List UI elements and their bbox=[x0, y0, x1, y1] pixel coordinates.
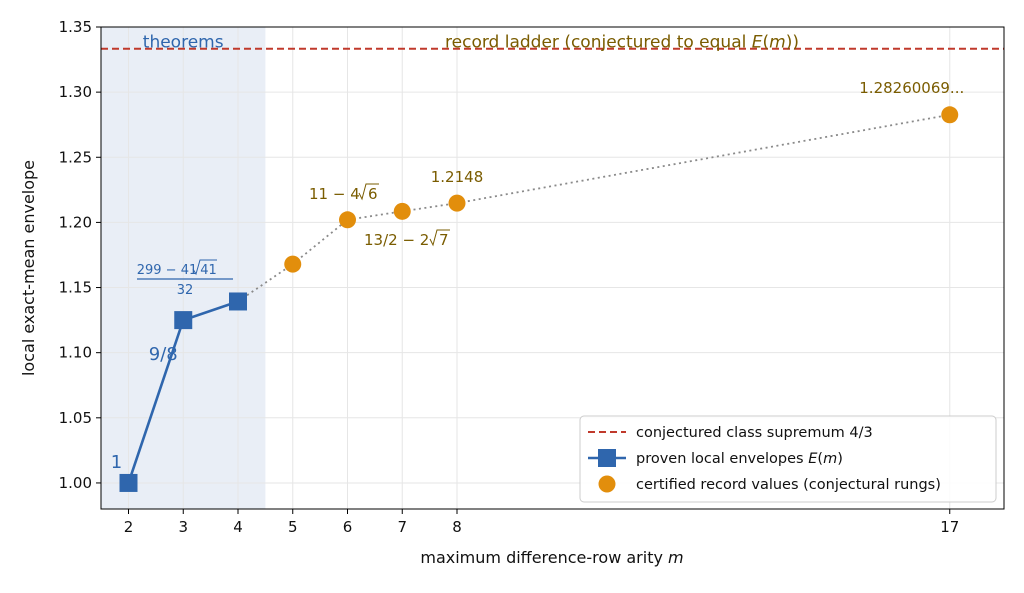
x-axis-label-text: maximum difference-row arity bbox=[420, 548, 663, 567]
plot-frame bbox=[100, 26, 1005, 510]
y-tick-label: 1.15 bbox=[59, 279, 92, 297]
legend-label-proven-close: ) bbox=[837, 451, 843, 467]
x-tick-label: 2 bbox=[124, 518, 134, 536]
plot-area: theorems record ladder (conjectured to e… bbox=[101, 26, 1004, 509]
sqrt-sign-m4 bbox=[192, 259, 217, 276]
record-value-marker bbox=[393, 202, 411, 220]
legend-label-proven: proven local envelopes E(m) bbox=[636, 451, 843, 467]
proven-envelope-marker bbox=[174, 311, 193, 330]
y-tick-label: 1.35 bbox=[59, 18, 92, 36]
record-value-marker bbox=[448, 194, 466, 212]
x-tick-label: 3 bbox=[178, 518, 188, 536]
record-ladder-label: record ladder (conjectured to equal E(m)… bbox=[445, 33, 799, 53]
record-value-marker bbox=[941, 106, 959, 124]
point-label-m3: 9/8 bbox=[149, 344, 178, 365]
record-ladder-label-pre: record ladder (conjectured to equal bbox=[445, 33, 752, 53]
x-axis-label: maximum difference-row arity m bbox=[420, 548, 683, 567]
sqrt-sign-m7 bbox=[429, 229, 450, 247]
x-tick-label: 8 bbox=[452, 518, 462, 536]
legend-label-proven-name: proven local envelopes bbox=[636, 451, 804, 467]
fraction-denominator: 32 bbox=[177, 283, 194, 298]
record-value-marker bbox=[339, 211, 356, 229]
point-label-m7-text: 13/2 − 2 bbox=[364, 231, 429, 249]
y-axis-ticks: 1.00 1.05 1.10 1.15 1.20 1.25 1.30 1.35 bbox=[59, 18, 101, 492]
record-value-marker bbox=[284, 255, 302, 273]
record-ladder-label-post: )) bbox=[786, 33, 799, 53]
legend-label-reference: conjectured class supremum 4/3 bbox=[636, 425, 873, 441]
x-axis-label-var: m bbox=[668, 548, 684, 567]
theorems-label: theorems bbox=[143, 33, 224, 53]
legend-swatch-record-marker bbox=[598, 475, 616, 493]
point-label-m8: 1.2148 bbox=[431, 168, 484, 186]
x-tick-label: 6 bbox=[343, 518, 353, 536]
point-labels: 1 9/8 299 − 41 41 32 11 − 4 6 13/2 − 2 7 1.2148 1.… bbox=[111, 79, 964, 473]
record-ladder-label-open: ( bbox=[763, 33, 770, 53]
y-tick-label: 1.30 bbox=[59, 83, 92, 101]
fraction-numerator: 299 − 41 bbox=[137, 263, 198, 278]
legend: conjectured class supremum 4/3 proven lo… bbox=[579, 415, 997, 503]
legend-label-proven-var: m bbox=[823, 451, 837, 467]
legend-label-proven-open: ( bbox=[817, 451, 823, 467]
legend-box bbox=[579, 415, 997, 503]
fraction-numerator-root: 41 bbox=[200, 263, 217, 278]
y-tick-label: 1.10 bbox=[59, 344, 92, 362]
sqrt-sign-m6 bbox=[358, 183, 379, 201]
point-label-m17: 1.28260069... bbox=[859, 79, 964, 97]
record-ladder-label-func: E bbox=[752, 33, 763, 53]
data-marks bbox=[119, 106, 959, 492]
y-tick-label: 1.25 bbox=[59, 148, 92, 166]
y-tick-label: 1.20 bbox=[59, 213, 92, 231]
y-tick-label: 1.00 bbox=[59, 474, 92, 492]
x-tick-label: 5 bbox=[288, 518, 298, 536]
proven-envelope-marker bbox=[119, 473, 138, 492]
point-label-m2: 1 bbox=[111, 452, 122, 473]
x-tick-label: 7 bbox=[397, 518, 407, 536]
x-tick-label: 17 bbox=[940, 518, 959, 536]
proven-envelope-marker bbox=[229, 292, 247, 311]
y-tick-label: 1.05 bbox=[59, 409, 92, 427]
point-label-m7-root: 7 bbox=[439, 231, 449, 249]
y-axis-label: local exact-mean envelope bbox=[19, 160, 38, 376]
dotted-connector-line bbox=[237, 113, 950, 303]
point-label-m6-text: 11 − 4 bbox=[309, 185, 360, 203]
legend-label-proven-func: E bbox=[808, 451, 818, 467]
record-ladder-label-var: m bbox=[769, 33, 786, 53]
point-label-m6-root: 6 bbox=[368, 185, 378, 203]
x-axis-ticks: 2 3 4 5 6 7 8 17 bbox=[124, 509, 959, 536]
legend-label-record: certified record values (conjectural run… bbox=[636, 477, 941, 493]
x-tick-label: 4 bbox=[233, 518, 243, 536]
legend-swatch-proven-marker bbox=[598, 449, 616, 467]
